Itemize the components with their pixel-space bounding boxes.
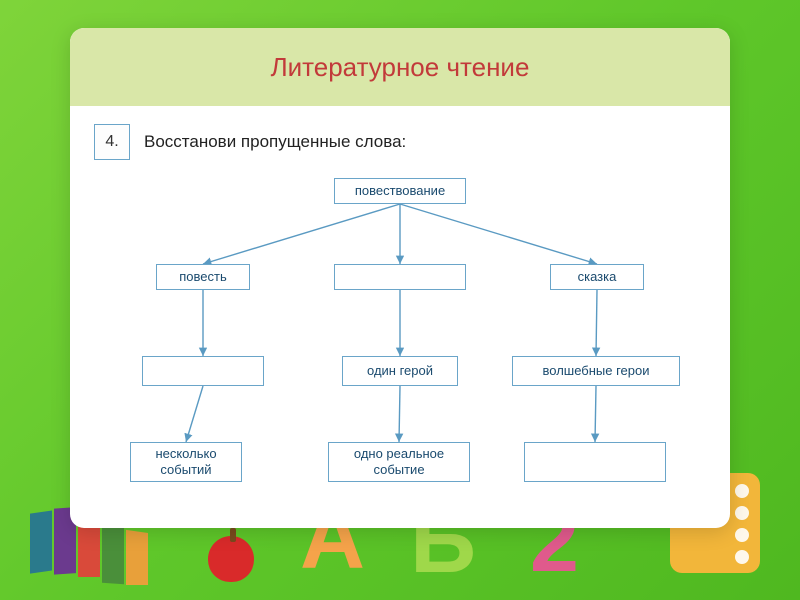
diagram-node-l3c xyxy=(524,442,666,482)
diagram-node-l3b: одно реальное событие xyxy=(328,442,470,482)
tree-diagram: повествование повесть сказка один герой волш… xyxy=(94,178,706,498)
diagram-node-l2c: волшебные герои xyxy=(512,356,680,386)
diagram-node-l2a xyxy=(142,356,264,386)
diagram-node-l2b: один герой xyxy=(342,356,458,386)
slide-header: Литературное чтение xyxy=(70,28,730,106)
slide-card: Литературное чтение 4. Восстанови пропущ… xyxy=(70,28,730,528)
task-instruction: Восстанови пропущенные слова: xyxy=(144,132,406,152)
diagram-node-l1b xyxy=(334,264,466,290)
slide-title: Литературное чтение xyxy=(271,52,530,83)
task-row: 4. Восстанови пропущенные слова: xyxy=(94,124,706,160)
diagram-node-root: повествование xyxy=(334,178,466,204)
diagram-node-l3a: несколько событий xyxy=(130,442,242,482)
diagram-node-l1c: сказка xyxy=(550,264,644,290)
slide-content: 4. Восстанови пропущенные слова: повеств… xyxy=(70,106,730,498)
diagram-node-l1a: повесть xyxy=(156,264,250,290)
task-number-box: 4. xyxy=(94,124,130,160)
